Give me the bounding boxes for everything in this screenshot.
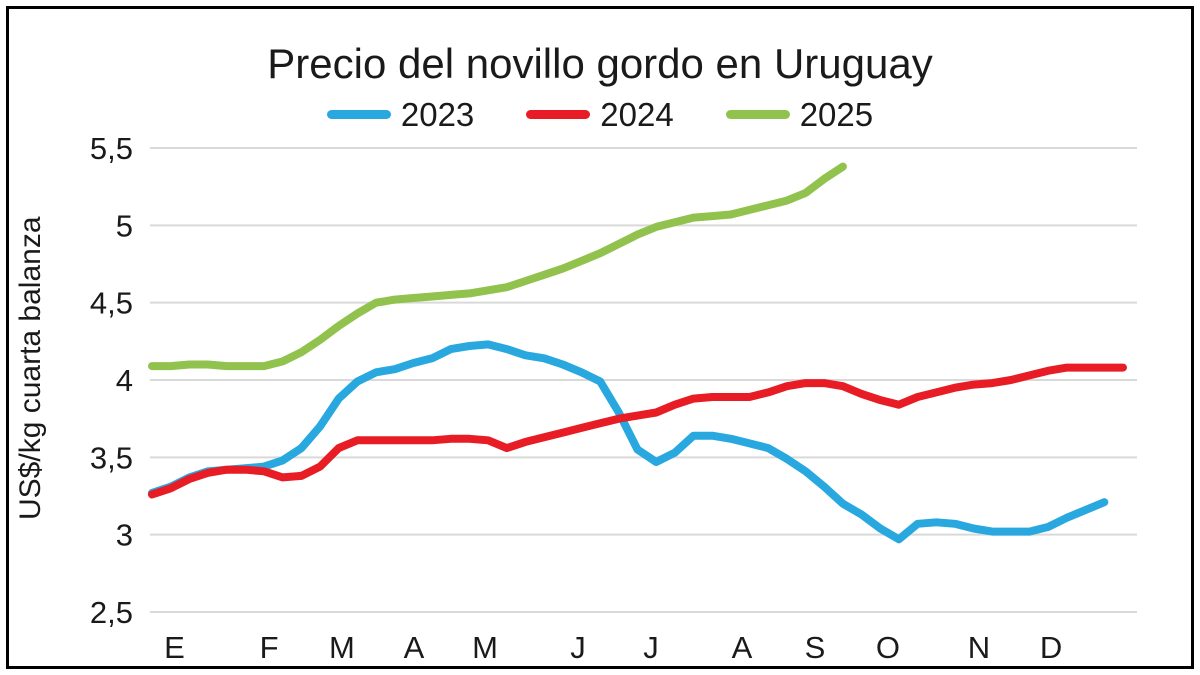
x-tick-label: O [876,630,900,665]
x-tick-label: M [329,630,355,665]
x-tick-label: E [164,630,185,665]
legend-label-2024: 2024 [600,96,674,133]
legend-item-2023: 2023 [326,96,475,133]
y-tick-label: 3,5 [90,440,133,475]
series-line-2025 [148,162,847,371]
x-tick-label: S [805,630,826,665]
legend-marker-2025 [725,110,790,119]
chart-legend: 2023 2024 2025 [0,98,1200,131]
y-tick-label: 5,5 [90,131,133,166]
y-tick-label: 4,5 [90,286,133,321]
legend-item-2024: 2024 [526,96,674,133]
x-tick-label: M [472,630,498,665]
legend-label-2025: 2025 [799,96,874,133]
x-tick-label: N [968,630,990,665]
x-tick-label: J [643,630,659,665]
y-tick-label: 2,5 [90,595,133,630]
legend-marker-2024 [526,110,591,119]
chart-title: Precio del novillo gordo en Uruguay [267,40,933,87]
x-tick-label: D [1040,630,1062,665]
y-tick-label: 4 [116,363,133,398]
x-tick-label: A [404,630,425,665]
legend-label-2023: 2023 [400,96,475,133]
series-line-2024 [148,363,1127,499]
series-line-2023 [148,340,1109,544]
y-tick-label: 5 [116,208,133,243]
legend-marker-2023 [326,110,391,119]
x-tick-label: A [732,630,753,665]
y-tick-label: 3 [116,518,133,553]
y-axis-title-text: US$/kg cuarta balanza [14,216,47,520]
legend-item-2025: 2025 [725,96,874,133]
x-tick-label: J [570,630,586,665]
x-tick-label: F [260,630,279,665]
